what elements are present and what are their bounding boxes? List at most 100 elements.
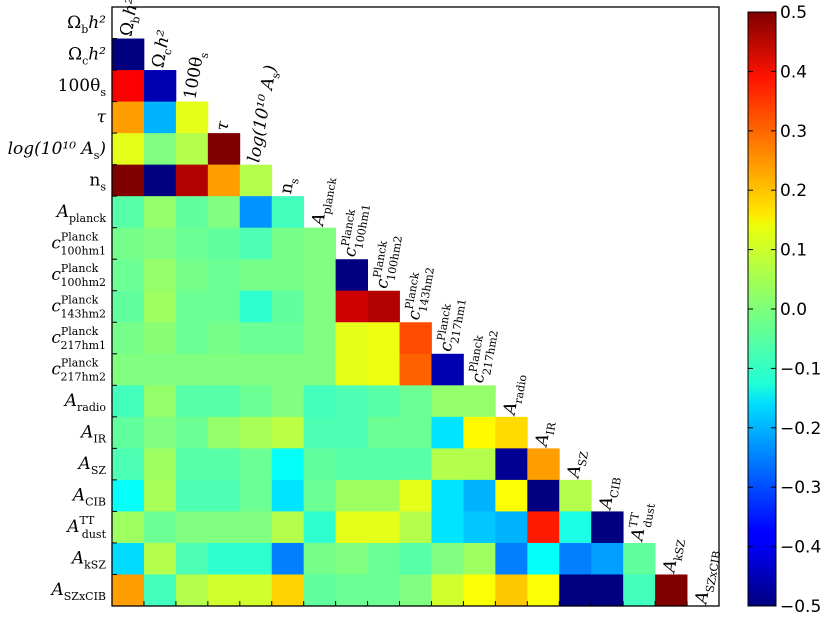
heatmap-cell: [463, 511, 496, 544]
heatmap-cell: [335, 322, 368, 355]
diagonal-label-a-cib-15: ACIB: [595, 475, 624, 514]
diagonal-label-a-planck-6: Aplanck: [308, 175, 340, 230]
heatmap-cell: [367, 511, 400, 544]
heatmap-cell: [335, 574, 368, 607]
heatmap-cell: [112, 290, 145, 323]
colorbar-tick-label: −0.4: [780, 538, 821, 558]
heatmap-cell: [431, 385, 464, 418]
heatmap-cell: [495, 574, 528, 607]
heatmap-cell: [655, 574, 688, 607]
heatmap-cell: [112, 542, 145, 575]
heatmap-cell: [431, 416, 464, 449]
heatmap-cell: [112, 322, 145, 355]
heatmap-cell: [367, 574, 400, 607]
heatmap-cell: [271, 227, 305, 260]
heatmap-cell: [303, 290, 337, 323]
heatmap-cell: [175, 322, 209, 355]
heatmap-cell: [112, 511, 145, 544]
heatmap-cell: [463, 574, 496, 607]
heatmap-cell: [399, 448, 432, 481]
heatmap-cell: [175, 511, 209, 544]
diagonal-label-b-0: Ωbh²: [116, 0, 145, 38]
heatmap-cell: [463, 416, 496, 449]
heatmap-cell: [112, 196, 145, 229]
heatmap-cell: [175, 259, 209, 292]
heatmap-cell: [399, 511, 432, 544]
row-label-a-planck-6: Aplanck: [55, 202, 107, 225]
row-label-a-sz-14: ASZ: [77, 454, 107, 477]
row-label-c-143hm2-planck-9: cPlanck 143hm2: [51, 294, 106, 321]
diagonal-label-c-217hm1-planck-10: cPlanck217hm1: [433, 295, 469, 353]
heatmap-cell: [303, 353, 337, 386]
row-label-b-0: Ωbh²: [67, 13, 106, 36]
heatmap-cell: [431, 542, 464, 575]
heatmap-cell: [367, 322, 400, 355]
heatmap-cell: [239, 196, 273, 229]
colorbar-tick-label: 0.5: [780, 3, 807, 23]
heatmap-cell: [239, 322, 273, 355]
heatmap-cell: [431, 353, 464, 386]
row-label-a-ir-13: AIR: [79, 423, 107, 446]
colorbar-tick-label: 0.1: [780, 241, 807, 261]
heatmap-cell: [367, 353, 400, 386]
heatmap-cell: [271, 259, 305, 292]
heatmap-cell: [239, 416, 273, 449]
heatmap-cell: [112, 70, 145, 102]
heatmap-cell: [271, 479, 305, 512]
heatmap-cell: [527, 542, 560, 575]
heatmap-cell: [495, 416, 528, 449]
heatmap-cell: [207, 479, 241, 512]
heatmap-cell: [335, 542, 368, 575]
diagonal-label-a-radio-12: Aradio: [499, 372, 529, 419]
heatmap-cell: [239, 448, 273, 481]
heatmap-cell: [367, 416, 400, 449]
diagonal-label-a-sz-14: ASZ: [563, 448, 591, 481]
heatmap-cell: [399, 385, 432, 418]
heatmap-cell: [399, 353, 432, 386]
heatmap-cell: [112, 385, 145, 418]
heatmap-cell: [399, 479, 432, 512]
heatmap-cell: [271, 322, 305, 355]
colorbar-tick-label: −0.3: [780, 478, 821, 498]
heatmap-cell: [175, 290, 209, 323]
heatmap-cell: [527, 574, 560, 607]
heatmap-cell: [239, 227, 273, 260]
heatmap-cell: [239, 542, 273, 575]
heatmap-cell: [399, 542, 432, 575]
heatmap-cell: [175, 574, 209, 607]
heatmap-cell: [335, 479, 368, 512]
colorbar-tick-label: 0.3: [780, 122, 807, 142]
row-label-a-dust-tt-16: ATT dust: [65, 514, 106, 541]
colorbar-tick-label: −0.2: [780, 419, 821, 439]
diagonal-label-c-100hm1-planck-7: cPlanck100hm1: [337, 201, 373, 259]
colorbar-tick-label: −0.5: [780, 597, 821, 617]
diagonal-label-a-ksz-17: AkSZ: [659, 536, 688, 576]
heatmap-cell: [112, 479, 145, 512]
heatmap-cell: [143, 353, 177, 386]
heatmap-cell: [591, 511, 624, 544]
heatmap-cell: [239, 290, 273, 323]
heatmap-cell: [303, 322, 337, 355]
heatmap-cell: [239, 385, 273, 418]
diagonal-label-c-143hm2-planck-9: cPlanck143hm2: [401, 264, 437, 322]
row-label-a-radio-12: Aradio: [63, 391, 107, 414]
heatmap-cell: [559, 511, 592, 544]
heatmap-cell: [527, 479, 560, 512]
heatmap-cell: [239, 479, 273, 512]
heatmap-cell: [303, 542, 337, 575]
heatmap-cell: [112, 353, 145, 386]
heatmap-cell: [207, 448, 241, 481]
heatmap-cell: [175, 385, 209, 418]
heatmap-cell: [143, 164, 177, 197]
heatmap-cell: [239, 164, 273, 197]
heatmap-cell: [143, 133, 177, 166]
heatmap-cell: [143, 542, 177, 575]
heatmap-cell: [271, 353, 305, 386]
heatmap-cell: [112, 259, 145, 292]
row-label-100-s-2: 100θs: [58, 76, 107, 99]
heatmap-cell: [207, 164, 241, 197]
heatmap-cell: [367, 479, 400, 512]
heatmap-cell: [559, 479, 592, 512]
heatmap-cell: [143, 227, 177, 260]
